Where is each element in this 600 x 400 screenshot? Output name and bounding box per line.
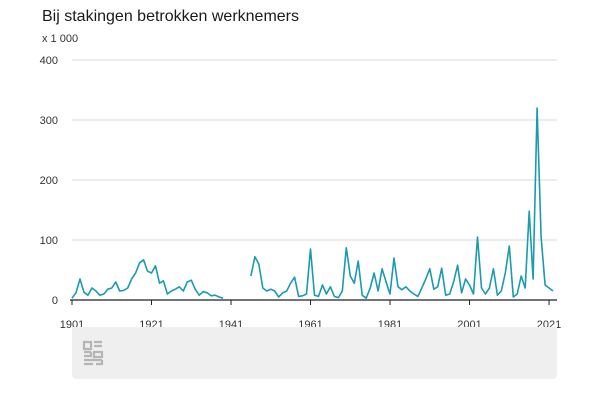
line-chart: 0 100 200 300 400 1901 1921 1941 1961 1981 2001 202… [40, 55, 562, 330]
x-tick-label: 2001 [457, 319, 481, 330]
y-tick-label: 100 [40, 235, 58, 247]
series-line-segment [250, 107, 554, 299]
series-layer [71, 107, 554, 299]
cbs-logo-icon [82, 340, 104, 366]
x-tick-label: 1921 [139, 319, 163, 330]
x-tick-label: 1961 [298, 319, 322, 330]
axis-layer: 0 100 200 300 400 1901 1921 1941 1961 1981 2001 202… [40, 55, 562, 330]
y-unit-label: x 1 000 [42, 33, 79, 45]
x-tick-label: 1901 [60, 319, 84, 330]
chart-title: Bij stakingen betrokken werknemers [42, 8, 300, 25]
x-tick-label: 1981 [378, 319, 402, 330]
series-line-segment [71, 259, 224, 299]
y-tick-label: 400 [40, 55, 58, 67]
x-tick-label: 1941 [219, 319, 243, 330]
x-tick-label: 2021 [537, 319, 561, 330]
chart-footer [72, 327, 557, 379]
y-tick-label: 300 [40, 115, 58, 127]
grid-layer [72, 59, 557, 241]
y-tick-label: 0 [52, 295, 58, 307]
y-tick-label: 200 [40, 175, 58, 187]
